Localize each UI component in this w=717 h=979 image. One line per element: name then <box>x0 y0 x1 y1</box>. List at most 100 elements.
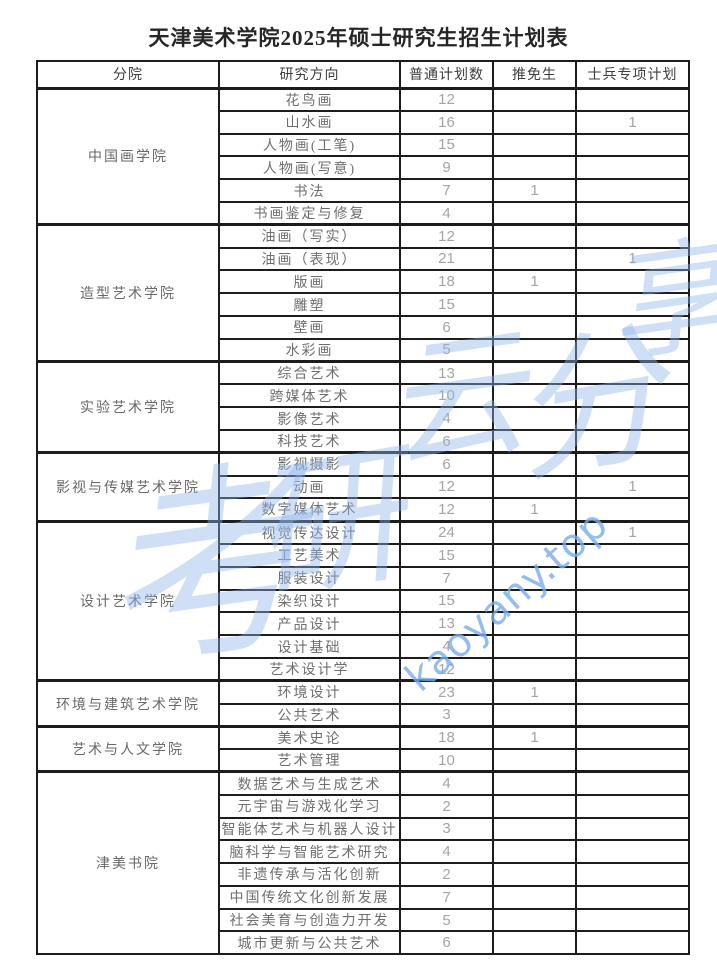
table-row: 城市更新与公共艺术 6 <box>37 930 690 956</box>
tuimian-count-cell: 1 <box>492 724 577 751</box>
column-header-2: 普通计划数 <box>399 60 494 90</box>
direction-cell: 书画鉴定与修复 <box>218 200 401 226</box>
soldier-plan-cell <box>575 884 690 910</box>
tuimian-count-cell <box>492 793 577 819</box>
plan-count-cell: 12 <box>399 656 494 682</box>
plan-count-cell: 3 <box>399 702 494 728</box>
plan-count-cell: 6 <box>399 428 494 454</box>
plan-count-cell: 13 <box>399 360 494 386</box>
enrollment-plan-table: 分院 研究方向 普通计划数 推免生 士兵专项计划 中国画学院 花鸟画 12 山水画 16 1 人物画… <box>36 60 690 956</box>
soldier-plan-cell <box>575 542 690 568</box>
tuimian-count-cell <box>492 155 577 181</box>
table-row: 社会美育与创造力开发 5 <box>37 907 690 933</box>
soldier-plan-cell <box>575 816 690 842</box>
table-body: 中国画学院 花鸟画 12 山水画 16 1 人物画(工笔) 15 人物画(写意) 9 书法 7 1 书画鉴… <box>36 86 690 956</box>
direction-cell: 动画 <box>218 474 401 500</box>
column-header-0: 分院 <box>36 60 220 90</box>
direction-cell: 美术史论 <box>218 724 401 751</box>
plan-count-cell: 6 <box>399 451 494 477</box>
soldier-plan-cell <box>575 497 690 523</box>
direction-cell: 壁画 <box>218 314 401 340</box>
table-row: 书画鉴定与修复 4 <box>37 200 690 226</box>
plan-count-cell: 7 <box>399 884 494 910</box>
direction-cell: 人物画(写意) <box>218 155 401 181</box>
column-header-3: 推免生 <box>492 60 577 90</box>
plan-count-cell: 5 <box>399 337 494 363</box>
college-cell: 造型艺术学院 <box>36 223 220 363</box>
table-row: 元宇宙与游戏化学习 2 <box>37 793 690 819</box>
table-row: 中国画学院 花鸟画 12 <box>36 86 690 226</box>
plan-count-cell: 6 <box>399 930 494 956</box>
table-row: 设计艺术学院 视觉传达设计 24 1 <box>36 519 690 682</box>
direction-cell: 油画（表现） <box>218 246 401 272</box>
tuimian-count-cell <box>492 246 577 272</box>
direction-cell: 版画 <box>218 269 401 295</box>
plan-count-cell: 4 <box>399 839 494 865</box>
soldier-plan-cell: 1 <box>575 246 690 272</box>
tuimian-count-cell <box>492 542 577 568</box>
soldier-plan-cell: 1 <box>575 474 690 500</box>
tuimian-count-cell: 1 <box>492 679 577 705</box>
direction-cell: 艺术管理 <box>218 748 401 773</box>
direction-cell: 油画（写实） <box>218 223 401 249</box>
direction-cell: 科技艺术 <box>218 428 401 454</box>
plan-count-cell: 12 <box>399 474 494 500</box>
tuimian-count-cell <box>492 132 577 158</box>
table-row: 服装设计 7 <box>37 565 690 591</box>
table-row: 动画 12 1 <box>37 474 690 500</box>
soldier-plan-cell <box>575 634 690 659</box>
plan-count-cell: 4 <box>399 406 494 431</box>
soldier-plan-cell: 1 <box>575 519 690 545</box>
direction-cell: 综合艺术 <box>218 360 401 386</box>
college-cell: 设计艺术学院 <box>36 519 220 682</box>
soldier-plan-cell <box>575 155 690 181</box>
tuimian-count-cell <box>492 223 577 249</box>
plan-count-cell: 12 <box>399 497 494 523</box>
table-row: 津美书院 数据艺术与生成艺术 4 <box>36 770 690 956</box>
plan-count-cell: 3 <box>399 816 494 842</box>
plan-count-cell: 18 <box>399 724 494 751</box>
table-row: 工艺美术 15 <box>37 542 690 568</box>
tuimian-count-cell <box>492 383 577 409</box>
college-cell: 实验艺术学院 <box>36 360 220 454</box>
tuimian-count-cell <box>492 930 577 956</box>
tuimian-count-cell <box>492 451 577 477</box>
direction-cell: 跨媒体艺术 <box>218 383 401 409</box>
plan-count-cell: 7 <box>399 565 494 591</box>
soldier-plan-cell <box>575 428 690 454</box>
header-row: 分院 研究方向 普通计划数 推免生 士兵专项计划 <box>36 60 690 90</box>
direction-cell: 脑科学与智能艺术研究 <box>218 839 401 865</box>
tuimian-count-cell <box>492 292 577 317</box>
direction-cell: 人物画(工笔) <box>218 132 401 158</box>
tuimian-count-cell <box>492 702 577 728</box>
plan-count-cell: 16 <box>399 109 494 135</box>
plan-count-cell: 15 <box>399 292 494 317</box>
soldier-plan-cell: 1 <box>575 109 690 135</box>
table-row: 产品设计 13 <box>37 611 690 637</box>
soldier-plan-cell <box>575 793 690 819</box>
soldier-plan-cell <box>575 611 690 637</box>
tuimian-count-cell: 1 <box>492 497 577 523</box>
tuimian-count-cell <box>492 200 577 226</box>
plan-count-cell: 6 <box>399 314 494 340</box>
plan-count-cell: 12 <box>399 86 494 112</box>
table-row: 脑科学与智能艺术研究 4 <box>37 839 690 865</box>
plan-count-cell: 12 <box>399 223 494 249</box>
table-header: 分院 研究方向 普通计划数 推免生 士兵专项计划 <box>36 60 690 90</box>
plan-count-cell: 10 <box>399 383 494 409</box>
tuimian-count-cell <box>492 314 577 340</box>
direction-cell: 水彩画 <box>218 337 401 363</box>
plan-count-cell: 21 <box>399 246 494 272</box>
table-row: 科技艺术 6 <box>37 428 690 454</box>
soldier-plan-cell <box>575 565 690 591</box>
direction-cell: 书法 <box>218 178 401 203</box>
direction-cell: 元宇宙与游戏化学习 <box>218 793 401 819</box>
plan-count-cell: 23 <box>399 679 494 705</box>
soldier-plan-cell <box>575 314 690 340</box>
table-row: 油画（表现） 21 1 <box>37 246 690 272</box>
soldier-plan-cell <box>575 406 690 431</box>
table-row: 智能体艺术与机器人设计 3 <box>37 816 690 842</box>
soldier-plan-cell <box>575 86 690 112</box>
tuimian-count-cell: 1 <box>492 178 577 203</box>
